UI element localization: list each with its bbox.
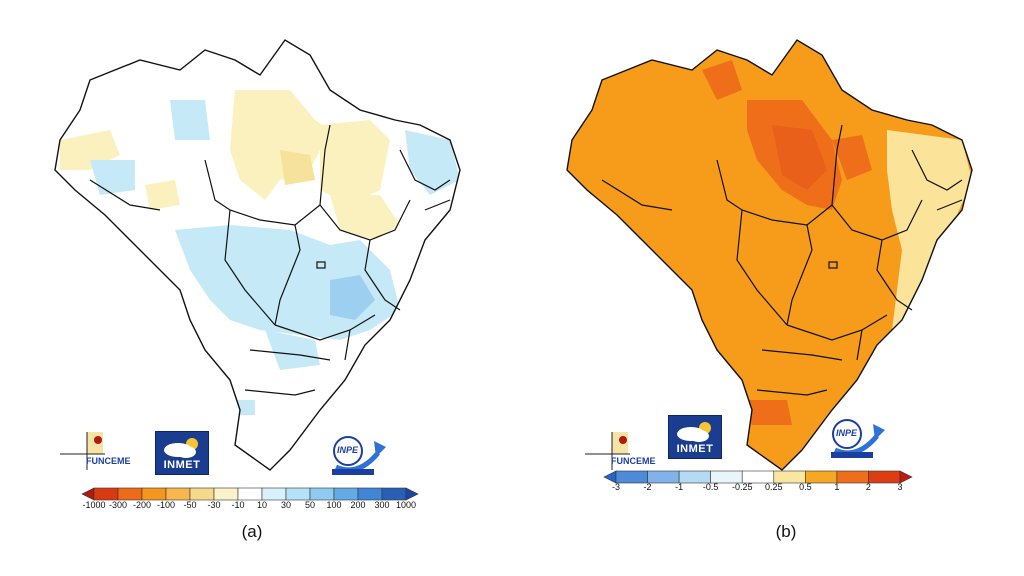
map-b-mild-region-east-coast — [887, 130, 972, 330]
colorbar-a — [81, 487, 419, 501]
colorbar-b-ticks: -3 -2 -1 -0.5 -0.25 0.25 0.5 1 2 3 — [512, 482, 1024, 496]
brazil-map-b — [566, 39, 973, 471]
colorbar-swatch — [261, 487, 287, 501]
inmet-logo-b: INMET — [668, 415, 722, 459]
colorbar-arrow-high — [899, 470, 913, 484]
colorbar-tick-label: -200 — [132, 500, 152, 510]
inmet-cloud-sun-icon-b — [677, 422, 711, 442]
map-a-wet-region-northeast-coast — [405, 130, 460, 195]
colorbar-swatch — [117, 487, 143, 501]
map-b-hot-region-core — [772, 125, 827, 190]
colorbar-tick-label: -10 — [231, 500, 245, 510]
map-a-wet-region-west — [90, 160, 135, 195]
colorbar-tick-label: 100 — [326, 500, 342, 510]
inpe-logo: INPE — [328, 433, 390, 477]
funceme-logo-b: FUNCEME — [585, 430, 665, 470]
panel-b-label: (b) — [775, 522, 797, 541]
colorbar-arrow-high — [405, 487, 419, 501]
map-b-hot-region-maranhao — [832, 135, 872, 180]
map-a-dry-region-core — [280, 150, 315, 185]
inmet-logo: INMET — [155, 431, 209, 475]
colorbar-swatch — [237, 487, 263, 501]
colorbar-tick-label: 10 — [256, 500, 268, 510]
map-a-dry-region-northeast — [320, 120, 390, 205]
panel-a-precipitation-anomaly: FUNCEME INMET INPE -1000 -300 -200 -100 -50-… — [0, 39, 512, 541]
colorbar-swatch — [141, 487, 167, 501]
colorbar-a-ticks: -1000 -300 -200 -100 -50 -30 -10 10 30 50 100 200 30… — [0, 500, 512, 514]
colorbar-swatch — [309, 487, 335, 501]
map-b-hot-region-south — [737, 400, 792, 425]
colorbar-swatch — [381, 487, 407, 501]
colorbar-tick-label: 300 — [374, 500, 390, 510]
inmet-logo-text-b: INMET — [676, 443, 714, 455]
funceme-logo-text-b: FUNCEME — [611, 456, 656, 466]
inpe-logo-graphic — [332, 436, 386, 475]
map-b-borders — [566, 39, 973, 471]
colorbar-tick-label: -3 — [611, 482, 621, 492]
colorbar-swatch — [333, 487, 359, 501]
inmet-cloud-sun-icon — [164, 438, 198, 458]
funceme-logo-graphic-b — [585, 432, 630, 470]
inpe-logo-graphic-b — [831, 419, 885, 458]
colorbar-tick-label: 0.5 — [799, 482, 812, 492]
colorbar-tick-label: 3 — [897, 482, 903, 492]
colorbar-swatch — [189, 487, 215, 501]
map-a-borders — [54, 39, 461, 471]
brazil-map-a — [54, 39, 461, 471]
colorbar-swatch — [357, 487, 383, 501]
panel-a-label: (a) — [241, 522, 263, 541]
colorbar-tick-label: -50 — [183, 500, 197, 510]
colorbar-tick-label: -0.25 — [731, 482, 753, 492]
funceme-logo-text: FUNCEME — [86, 456, 131, 466]
funceme-logo-graphic — [60, 432, 105, 470]
colorbar-tick-label: -30 — [207, 500, 221, 510]
inpe-logo-text-b: INPE — [836, 428, 858, 438]
colorbar-tick-label: -2 — [643, 482, 652, 492]
map-b-hot-region-roraima — [702, 60, 742, 100]
colorbar-swatch — [213, 487, 239, 501]
colorbar-tick-label: 0.25 — [765, 482, 783, 492]
colorbar-swatch — [165, 487, 191, 501]
inpe-logo-text: INPE — [337, 445, 359, 455]
colorbar-arrow-low — [81, 487, 95, 501]
map-a-wet-region-core — [330, 275, 375, 320]
colorbar-tick-label: -300 — [108, 500, 128, 510]
map-b-hot-spot-west — [692, 320, 702, 340]
map-a-wet-region-far-south — [230, 400, 255, 415]
colorbar-tick-label: 50 — [304, 500, 316, 510]
inmet-logo-text: INMET — [163, 459, 201, 471]
colorbar-tick-label: -100 — [156, 500, 176, 510]
colorbar-tick-label: -0.5 — [702, 482, 719, 492]
colorbar-tick-label: -1000 — [82, 500, 106, 510]
map-a-dry-region-east — [330, 195, 400, 240]
colorbar-tick-label: 1000 — [395, 500, 417, 510]
panel-b-temperature-anomaly: FUNCEME INMET INPE -3 -2 -1 -0.5 -0.25 0.25 0.… — [512, 0, 1024, 576]
colorbar-tick-label: 1 — [834, 482, 840, 492]
colorbar-tick-label: 200 — [350, 500, 366, 510]
colorbar-tick-label: 30 — [280, 500, 292, 510]
map-a-dry-region-north — [230, 90, 330, 200]
map-a-wet-region-south — [265, 330, 320, 370]
funceme-logo: FUNCEME — [60, 430, 140, 470]
map-a-wet-region-amazon — [170, 100, 210, 140]
colorbar-swatch — [93, 487, 119, 501]
colorbar-tick-label: 2 — [865, 482, 871, 492]
inpe-logo-b: INPE — [827, 416, 889, 460]
colorbar-tick-label: -1 — [675, 482, 684, 492]
colorbar-swatch — [285, 487, 311, 501]
map-a-dry-region-acre — [145, 180, 180, 210]
colorbar-b — [603, 470, 913, 484]
